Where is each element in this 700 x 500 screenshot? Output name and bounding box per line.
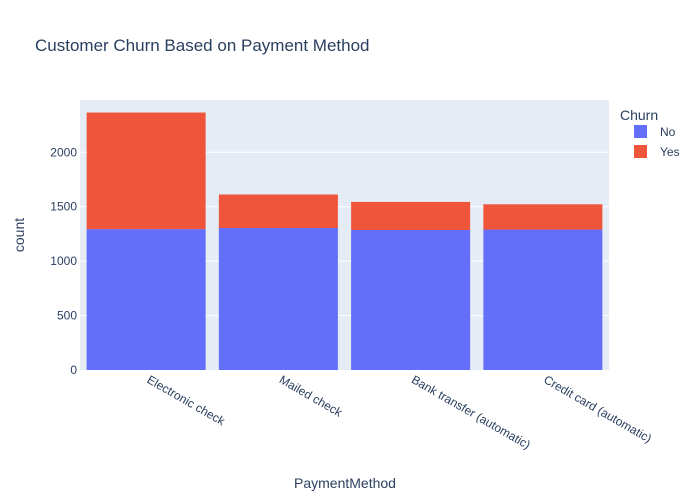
bar-no-3[interactable] xyxy=(483,229,603,370)
bar-no-0[interactable] xyxy=(86,229,206,370)
x-tick-label: Bank transfer (automatic) xyxy=(409,372,533,451)
legend: Churn No Yes xyxy=(620,107,680,159)
legend-label-no[interactable]: No xyxy=(660,125,676,139)
bar-yes-3[interactable] xyxy=(483,204,603,230)
chart-title: Customer Churn Based on Payment Method xyxy=(35,36,370,55)
x-tick-label: Electronic check xyxy=(145,372,229,428)
bar-yes-1[interactable] xyxy=(218,194,338,229)
bar-yes-0[interactable] xyxy=(86,112,206,230)
legend-items: No Yes xyxy=(634,125,680,159)
y-tick-label: 2000 xyxy=(50,145,77,159)
bars xyxy=(86,112,603,370)
legend-swatch-no[interactable] xyxy=(634,125,647,138)
x-tick-label: Credit card (automatic) xyxy=(541,372,654,445)
bar-no-2[interactable] xyxy=(351,229,471,370)
y-tick-label: 1500 xyxy=(50,200,77,214)
y-tick-label: 500 xyxy=(57,309,77,323)
x-axis-ticks: Electronic check Mailed check Bank transfe… xyxy=(145,372,654,451)
legend-title: Churn xyxy=(620,107,658,123)
x-tick-label: Mailed check xyxy=(277,372,346,420)
bar-no-1[interactable] xyxy=(218,228,338,370)
bar-yes-2[interactable] xyxy=(351,201,471,230)
y-tick-label: 1000 xyxy=(50,254,77,268)
x-axis-title: PaymentMethod xyxy=(294,475,396,491)
legend-swatch-yes[interactable] xyxy=(634,145,647,158)
y-tick-label: 0 xyxy=(70,363,77,377)
y-axis-title: count xyxy=(11,218,27,252)
y-axis-ticks: 0 500 1000 1500 2000 xyxy=(50,145,77,377)
legend-label-yes[interactable]: Yes xyxy=(660,145,680,159)
